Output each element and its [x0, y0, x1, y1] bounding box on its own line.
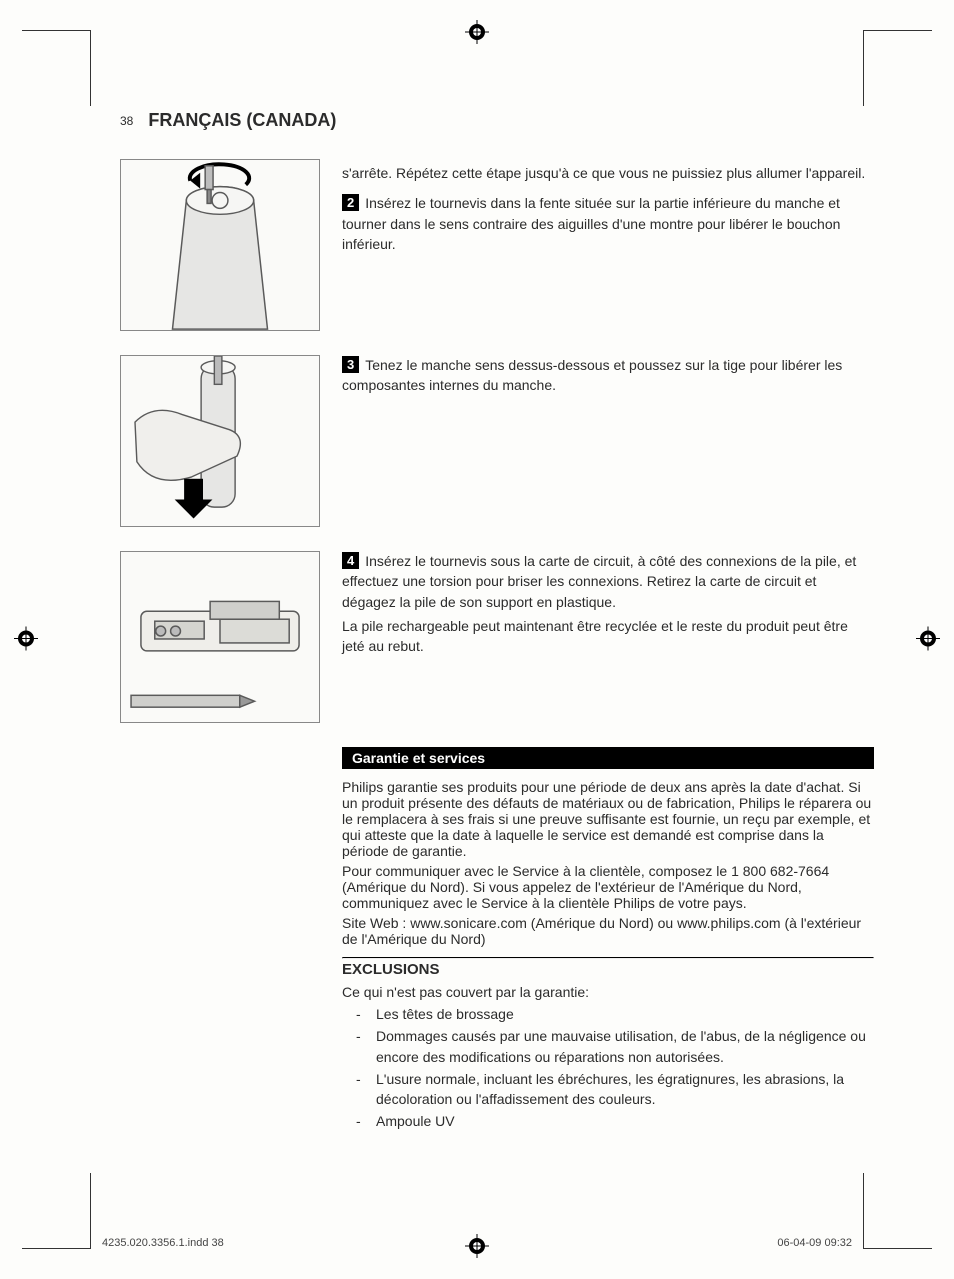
text-col-step-2: s'arrête. Répétez cette étape jusqu'à ce… [342, 159, 874, 331]
step-2-text: Insérez le tournevis dans la fente situé… [342, 195, 840, 252]
warranty-p3: Site Web : www.sonicare.com (Amérique du… [342, 915, 874, 947]
footer-left: 4235.020.3356.1.indd 38 [102, 1237, 224, 1249]
exclusions-list: Les têtes de brossage Dommages causés pa… [342, 1004, 874, 1132]
print-footer: 4235.020.3356.1.indd 38 06-04-09 09:32 [102, 1237, 852, 1249]
page: 38 FRANÇAIS (CANADA) [0, 0, 954, 1279]
step-number-4: 4 [342, 552, 359, 569]
footer-right: 06-04-09 09:32 [777, 1237, 852, 1249]
exclusions-intro: Ce qui n'est pas couvert par la garantie… [342, 984, 874, 1000]
step-3-text: Tenez le manche sens dessus-dessous et p… [342, 357, 842, 393]
page-number: 38 [120, 114, 133, 128]
warranty-title-bar: Garantie et services [342, 747, 874, 769]
content-area: 38 FRANÇAIS (CANADA) [120, 110, 874, 1209]
exclusions-item: Ampoule UV [342, 1111, 874, 1131]
registration-mark-icon [14, 626, 38, 653]
text-col-step-3: 3Tenez le manche sens dessus-dessous et … [342, 355, 874, 527]
registration-mark-icon [465, 20, 489, 47]
step-number-3: 3 [342, 356, 359, 373]
figure-step-3 [120, 355, 320, 527]
step-4-text: Insérez le tournevis sous la carte de ci… [342, 553, 856, 610]
crop-mark [22, 1173, 91, 1249]
exclusions-item: Dommages causés par une mauvaise utilisa… [342, 1026, 874, 1067]
figure-step-4 [120, 551, 320, 723]
registration-mark-icon [916, 626, 940, 653]
exclusions-item: Les têtes de brossage [342, 1004, 874, 1024]
warranty-p2: Pour communiquer avec le Service à la cl… [342, 863, 874, 911]
warranty-p1: Philips garantie ses produits pour une p… [342, 779, 874, 859]
intro-text: s'arrête. Répétez cette étape jusqu'à ce… [342, 163, 874, 183]
exclusions-title: EXCLUSIONS [342, 959, 874, 984]
step-4-after: La pile rechargeable peut maintenant êtr… [342, 616, 874, 657]
crop-mark [22, 30, 91, 106]
text-col-step-4: 4Insérez le tournevis sous la carte de c… [342, 551, 874, 723]
figure-step-2 [120, 159, 320, 331]
crop-mark [863, 30, 932, 106]
exclusions-item: L'usure normale, incluant les ébréchures… [342, 1069, 874, 1110]
page-header: 38 FRANÇAIS (CANADA) [120, 110, 874, 131]
language-header: FRANÇAIS (CANADA) [148, 110, 336, 130]
step-number-2: 2 [342, 194, 359, 211]
